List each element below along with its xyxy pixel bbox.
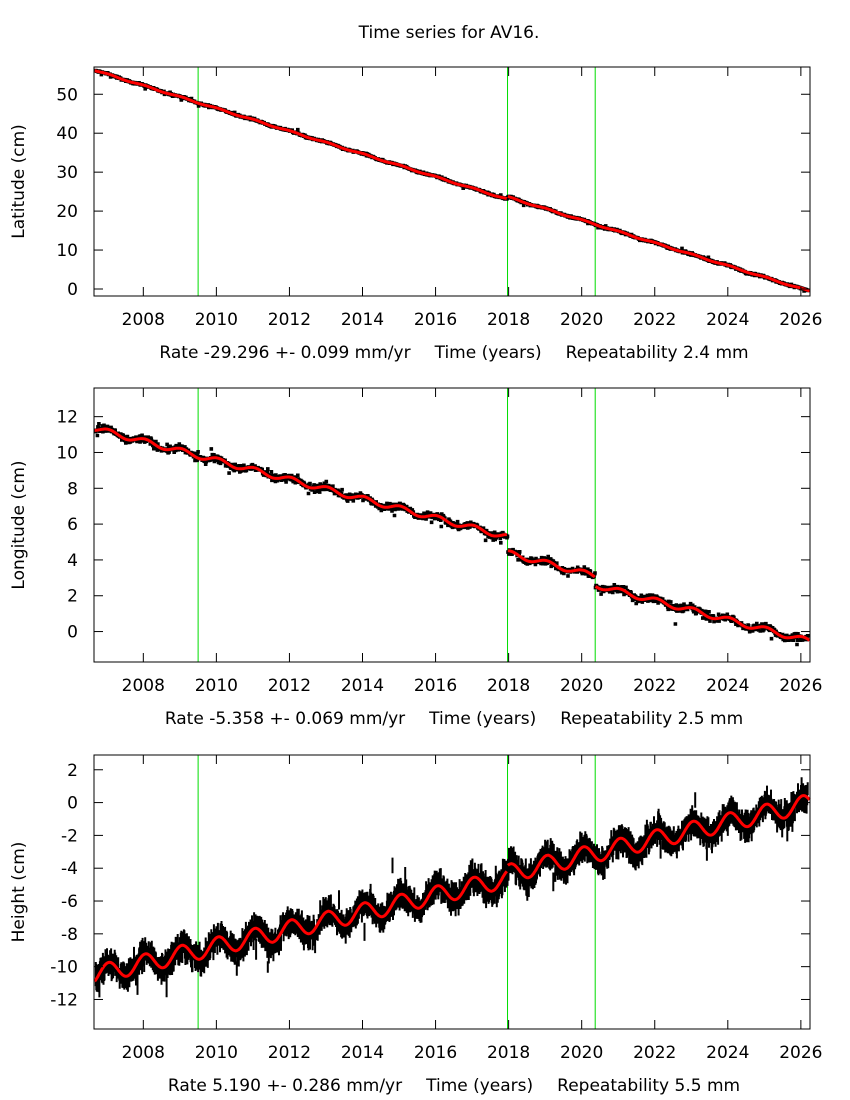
x-tick-label: 2008 bbox=[122, 310, 165, 330]
height-panel: 2008 2010 2012 2014 2016 2018 2020 2022 2024 2026… bbox=[9, 754, 823, 1096]
chart-title: Time series for AV16. bbox=[358, 23, 540, 43]
y-axis-label: Height (cm) bbox=[9, 842, 29, 943]
x-tick-label: 2016 bbox=[414, 310, 457, 330]
x-tick-label: 2022 bbox=[633, 1043, 676, 1063]
x-tick-label: 2010 bbox=[195, 676, 238, 696]
longitude-panel: 2008 2010 2012 2014 2016 2018 2020 2022 2024 2026… bbox=[9, 387, 823, 729]
y-tick-label: 0 bbox=[67, 794, 78, 814]
x-tick-label: 2018 bbox=[487, 1043, 530, 1063]
y-tick-label: 12 bbox=[56, 408, 78, 428]
x-axis-label: Time (years) bbox=[428, 709, 536, 729]
y-tick-label: 10 bbox=[56, 443, 78, 463]
x-tick-label: 2008 bbox=[122, 676, 165, 696]
model-line bbox=[506, 794, 811, 880]
y-tick-label: -6 bbox=[61, 892, 78, 912]
y-tick-label: 40 bbox=[56, 124, 78, 144]
plot-frame bbox=[93, 387, 811, 663]
y-tick-label: -12 bbox=[50, 990, 78, 1010]
model-line bbox=[507, 549, 596, 579]
x-tick-label: 2026 bbox=[779, 310, 822, 330]
model-line bbox=[594, 585, 811, 642]
rate-text: Rate 5.190 +- 0.286 mm/yr bbox=[168, 1076, 402, 1096]
x-tick-label: 2022 bbox=[633, 676, 676, 696]
x-axis-label: Time (years) bbox=[425, 1076, 533, 1096]
y-tick-label: 10 bbox=[56, 241, 78, 261]
x-tick-label: 2022 bbox=[633, 310, 676, 330]
data-points bbox=[94, 777, 809, 998]
model-line bbox=[94, 69, 508, 201]
x-tick-label: 2016 bbox=[414, 1043, 457, 1063]
y-tick-label: 0 bbox=[67, 623, 78, 643]
x-tick-label: 2020 bbox=[560, 310, 603, 330]
x-tick-label: 2024 bbox=[706, 1043, 749, 1063]
x-tick-label: 2012 bbox=[268, 676, 311, 696]
model-line bbox=[94, 427, 508, 538]
x-axis-caption: Rate -5.358 +- 0.069 mm/yr Time (years) Re… bbox=[165, 709, 743, 729]
plot-frame bbox=[93, 66, 811, 297]
x-tick-label: 2014 bbox=[341, 310, 384, 330]
x-tick-label: 2020 bbox=[560, 676, 603, 696]
x-tick-label: 2014 bbox=[341, 1043, 384, 1063]
x-axis-caption: Rate -29.296 +- 0.099 mm/yr Time (years) R… bbox=[159, 343, 748, 363]
y-tick-label: 4 bbox=[67, 551, 78, 571]
repeatability-text: Repeatability 5.5 mm bbox=[557, 1076, 740, 1096]
y-axis-label: Longitude (cm) bbox=[9, 460, 29, 589]
y-tick-label: 8 bbox=[67, 479, 78, 499]
y-tick-label: 20 bbox=[56, 202, 78, 222]
y-tick-label: 6 bbox=[67, 515, 78, 535]
x-axis-label: Time (years) bbox=[434, 343, 542, 363]
x-tick-label: 2008 bbox=[122, 1043, 165, 1063]
y-tick-label: 2 bbox=[67, 761, 78, 781]
latitude-panel: 2008 2010 2012 2014 2016 2018 2020 2022 2024 2026… bbox=[9, 66, 823, 363]
x-tick-label: 2012 bbox=[268, 310, 311, 330]
data-error-bars bbox=[94, 777, 809, 998]
x-tick-label: 2020 bbox=[560, 1043, 603, 1063]
repeatability-text: Repeatability 2.5 mm bbox=[560, 709, 743, 729]
model-line bbox=[93, 870, 508, 983]
y-tick-label: 30 bbox=[56, 163, 78, 183]
x-tick-label: 2026 bbox=[779, 676, 822, 696]
x-axis-caption: Rate 5.190 +- 0.286 mm/yr Time (years) Rep… bbox=[168, 1076, 740, 1096]
y-tick-label: -4 bbox=[61, 859, 78, 879]
x-tick-label: 2024 bbox=[706, 676, 749, 696]
x-tick-label: 2024 bbox=[706, 310, 749, 330]
y-tick-label: 0 bbox=[67, 280, 78, 300]
repeatability-text: Repeatability 2.4 mm bbox=[566, 343, 749, 363]
y-tick-label: -8 bbox=[61, 925, 78, 945]
y-tick-label: -2 bbox=[61, 826, 78, 846]
rate-text: Rate -29.296 +- 0.099 mm/yr bbox=[159, 343, 410, 363]
x-tick-label: 2018 bbox=[487, 310, 530, 330]
x-tick-label: 2018 bbox=[487, 676, 530, 696]
model-line bbox=[507, 195, 811, 293]
plot-frame bbox=[93, 754, 811, 1030]
y-tick-label: 50 bbox=[56, 85, 78, 105]
y-tick-label: 2 bbox=[67, 587, 78, 607]
x-tick-label: 2014 bbox=[341, 676, 384, 696]
x-tick-label: 2010 bbox=[195, 1043, 238, 1063]
x-tick-label: 2010 bbox=[195, 310, 238, 330]
x-tick-label: 2016 bbox=[414, 676, 457, 696]
x-tick-label: 2012 bbox=[268, 1043, 311, 1063]
y-tick-label: -10 bbox=[50, 958, 78, 978]
rate-text: Rate -5.358 +- 0.069 mm/yr bbox=[165, 709, 405, 729]
x-tick-label: 2026 bbox=[779, 1043, 822, 1063]
y-axis-label: Latitude (cm) bbox=[9, 124, 29, 239]
